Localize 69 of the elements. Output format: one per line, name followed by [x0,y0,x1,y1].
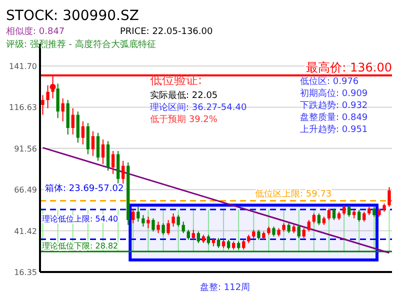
candlestick [182,221,185,234]
ref-line-label: 理论低位下限: 28.82 [42,242,118,251]
ref-line-label: 低位区上限: 59.73 [255,188,332,200]
annotation: 低位验证: [150,73,202,87]
band-label: 箱体: 23.69-57.02 [45,183,124,194]
candlestick [242,239,246,250]
candlestick [162,222,165,236]
candlestick [358,210,361,222]
candlestick [362,211,366,222]
candlestick [317,212,321,226]
candlestick [176,214,180,228]
candlestick [196,230,200,244]
candlestick [172,212,175,228]
candlestick [56,83,60,119]
candlestick [186,229,190,240]
candlestick [86,122,90,155]
candlestick [46,84,50,109]
candlestick [327,208,331,220]
candlestick [142,214,145,228]
candlestick [312,212,316,224]
candlestick [388,186,391,208]
annotation: 上升趋势: 0.951 [300,124,368,135]
ref-line-label: 最高价: 136.00 [306,60,392,74]
annotation: 下跌趋势: 0.932 [300,100,368,111]
y-tick-label: 141.70 [9,62,37,71]
candlestick [81,120,85,145]
y-tick-label: 16.35 [14,268,37,277]
candlestick [76,111,80,144]
text: 相似度: 0.847 [6,26,65,37]
y-tick-label: 91.56 [14,144,37,154]
annotation: 低位区: 0.976 [300,76,359,87]
annotation: 盘整质量: 0.849 [300,112,368,123]
candlestick [257,229,260,240]
chart-title: STOCK: 300990.SZ [6,8,139,24]
candlestick [136,206,140,222]
annotation: 实际最低: 22.05 [150,90,218,101]
y-tick-label: 66.49 [14,186,37,195]
candlestick [272,226,276,237]
ref-line-label: 理论低位上限: 54.40 [42,214,118,224]
text: PRICE: 22.05-136.00 [120,27,213,37]
y-tick-label: 116.63 [9,103,37,112]
candlestick [372,206,376,218]
text: 盘整: 112周 [200,282,250,293]
candlestick [342,204,346,216]
candlestick [166,219,170,236]
candlestick [71,108,74,136]
candlestick [91,130,95,156]
candlestick [302,228,306,239]
candlestick [146,216,150,229]
annotation: 理论区间: 36.27-54.40 [150,102,247,113]
candlestick [106,140,110,172]
annotation: 低于预期 39.2% [150,114,218,125]
candlestick [307,219,310,232]
candlestick [347,204,351,218]
annotation: 初期高位: 0.909 [300,88,368,99]
candlestick [332,208,336,220]
candlestick [287,222,290,234]
candlestick [101,138,105,165]
candlestick [206,234,210,246]
text: 评级: 强烈推荐 - 高度符合大弧底特征 [6,39,156,50]
candlestick [156,221,160,234]
candlestick [216,238,220,248]
y-tick-label: 41.42 [14,226,37,236]
candlestick [96,132,100,162]
candlestick [152,218,155,232]
candlestick [61,98,64,122]
candlestick [111,150,115,174]
candlestick [192,229,195,240]
candlestick [41,94,44,116]
